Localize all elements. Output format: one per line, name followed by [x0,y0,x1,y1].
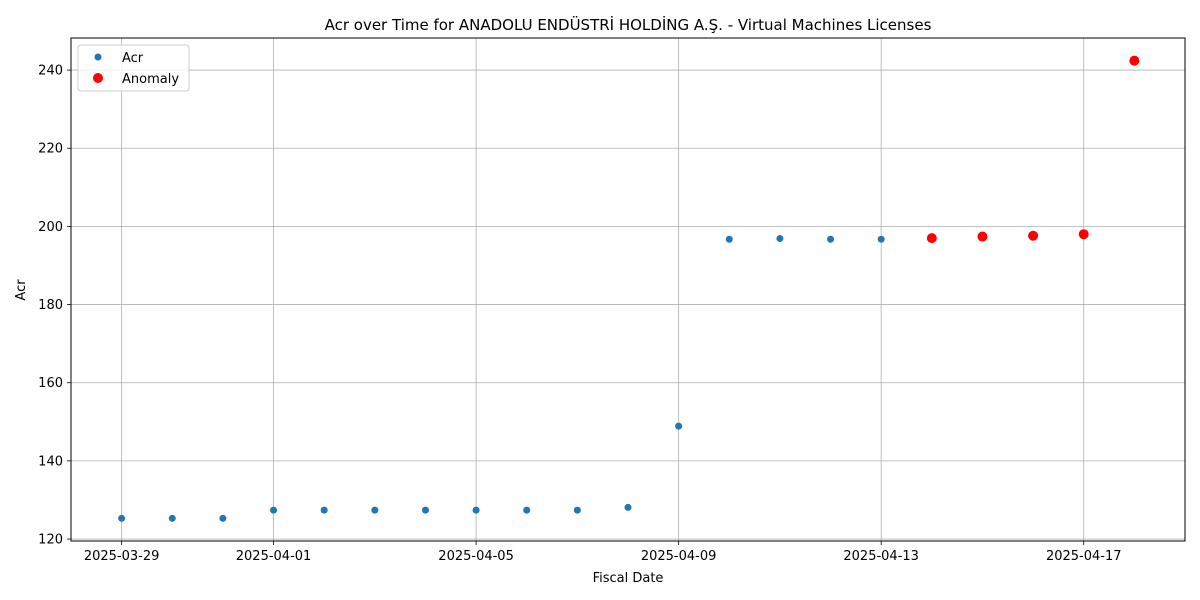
acr-point [219,514,227,522]
x-tick-label: 2025-04-13 [843,549,919,564]
anomaly-point [926,233,937,244]
x-tick-label: 2025-04-01 [236,549,312,564]
acr-point [776,234,784,242]
legend-label-anomaly: Anomaly [122,72,179,87]
acr-point [725,235,733,243]
legend-label-acr: Acr [122,51,144,66]
acr-point [827,235,835,243]
acr-point [877,235,885,243]
y-tick-label: 160 [38,376,63,391]
legend: Acr Anomaly [77,44,190,92]
legend-marker-anomaly [93,73,103,83]
grid [71,38,1185,541]
chart-title: Acr over Time for ANADOLU ENDÜSTRİ HOLDİ… [325,15,932,34]
axis-ticks: 2025-03-29 2025-04-01 2025-04-05 2025-04-09… [38,64,1121,564]
y-tick-label: 200 [38,220,63,235]
anomaly-point [1078,229,1089,240]
acr-point [523,506,531,514]
x-tick-label: 2025-04-05 [438,549,514,564]
y-tick-label: 180 [38,298,63,313]
acr-point [675,422,683,430]
anomaly-point [1129,55,1140,66]
acr-point [320,506,328,514]
y-tick-label: 140 [38,454,63,469]
acr-point [168,514,176,522]
legend-box [77,44,190,92]
y-tick-label: 240 [38,64,63,79]
y-axis-label: Acr [14,279,29,301]
anomaly-point [1028,230,1039,241]
acr-point [573,506,581,514]
x-tick-label: 2025-03-29 [84,549,160,564]
x-tick-label: 2025-04-09 [641,549,717,564]
data-points [118,55,1140,522]
anomaly-point [977,231,988,242]
acr-point [371,506,379,514]
acr-point [624,503,632,511]
acr-point [270,506,278,514]
legend-marker-acr [94,53,102,61]
x-axis-label: Fiscal Date [593,571,664,586]
acr-point [421,506,429,514]
plot-frame [70,37,1186,542]
x-tick-label: 2025-04-17 [1046,549,1122,564]
y-tick-label: 220 [38,142,63,157]
y-tick-label: 120 [38,533,63,548]
acr-point [118,514,126,522]
acr-point [472,506,480,514]
